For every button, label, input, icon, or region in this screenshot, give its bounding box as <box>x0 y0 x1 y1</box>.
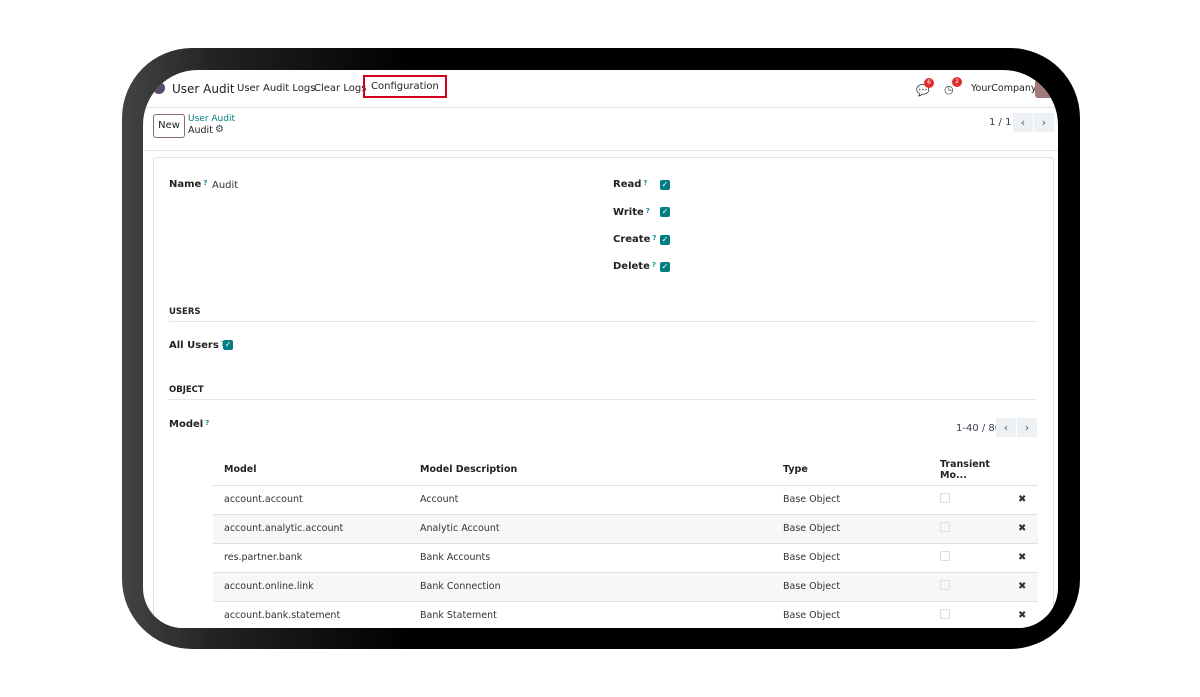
record-pager: 1 / 1 <box>989 117 1012 128</box>
write-checkbox[interactable]: ✓ <box>660 207 670 217</box>
messages-icon[interactable]: 💬 6 <box>916 78 934 97</box>
delete-checkbox[interactable]: ✓ <box>660 262 670 272</box>
object-section-title: OBJECT <box>169 385 1037 400</box>
menu-user-audit-logs[interactable]: User Audit Logs <box>237 83 316 94</box>
cell-model: res.partner.bank <box>213 542 420 572</box>
cell-description: Bank Statement <box>420 600 783 628</box>
name-field[interactable]: Audit <box>212 180 239 191</box>
cell-description: Analytic Account <box>420 513 783 543</box>
delete-row-icon[interactable]: ✖ <box>1018 600 1038 628</box>
model-table: Model Model Description Type Transient M… <box>213 455 1038 628</box>
col-transient[interactable]: Transient Mo... <box>940 458 990 481</box>
cell-type: Base Object <box>783 484 940 514</box>
table-row[interactable]: account.bank.statement Bank Statement Base… <box>213 600 1038 628</box>
delete-row-icon[interactable]: ✖ <box>1018 571 1038 601</box>
delete-row-icon[interactable]: ✖ <box>1018 542 1038 572</box>
divider <box>143 150 1058 151</box>
cell-model: account.online.link <box>213 571 420 601</box>
prev-icon[interactable]: ‹ <box>1013 113 1033 132</box>
model-pager: 1-40 / 80 <box>956 423 1002 434</box>
cell-model: account.account <box>213 484 420 514</box>
help-icon[interactable]: ? <box>221 340 225 348</box>
col-type[interactable]: Type <box>783 464 808 476</box>
users-section-title: USERS <box>169 307 1037 322</box>
cell-type: Base Object <box>783 513 940 543</box>
cell-description: Bank Connection <box>420 571 783 601</box>
table-row[interactable]: account.account Account Base Object ✖ <box>213 484 1038 514</box>
help-icon[interactable]: ? <box>643 179 648 187</box>
read-label: Read <box>613 179 642 190</box>
company-switcher[interactable]: YourCompany <box>971 83 1037 94</box>
screen: User Audit User Audit Logs Clear Logs Co… <box>143 70 1058 628</box>
transient-checkbox[interactable] <box>940 609 950 620</box>
app-title[interactable]: User Audit <box>172 82 235 96</box>
top-navbar: User Audit User Audit Logs Clear Logs Co… <box>143 70 1058 108</box>
model-label: Model <box>169 419 204 430</box>
help-icon[interactable]: ? <box>652 234 657 242</box>
cell-type: Base Object <box>783 600 940 628</box>
delete-label: Delete <box>613 261 650 272</box>
col-model[interactable]: Model <box>224 464 257 476</box>
model-pager-controls: ‹ › <box>996 418 1037 437</box>
cell-type: Base Object <box>783 542 940 572</box>
table-row[interactable]: res.partner.bank Bank Accounts Base Object… <box>213 542 1038 572</box>
cell-description: Account <box>420 484 783 514</box>
transient-checkbox[interactable] <box>940 580 950 590</box>
cell-model: account.bank.statement <box>213 600 420 628</box>
create-label: Create <box>613 234 651 245</box>
create-checkbox[interactable]: ✓ <box>660 235 670 245</box>
delete-row-icon[interactable]: ✖ <box>1018 484 1038 514</box>
transient-checkbox[interactable] <box>940 493 950 503</box>
next-icon[interactable]: › <box>1017 418 1037 437</box>
help-icon[interactable]: ? <box>645 207 650 215</box>
table-row[interactable]: account.online.link Bank Connection Base O… <box>213 571 1038 601</box>
col-description[interactable]: Model Description <box>420 464 518 476</box>
app-icon <box>153 82 165 94</box>
read-checkbox[interactable]: ✓ <box>660 180 670 190</box>
form-sheet: Name? Audit Read? ✓ Write? ✓ Create? ✓ D… <box>153 157 1054 628</box>
breadcrumb-current: Audit <box>188 125 213 136</box>
menu-clear-logs[interactable]: Clear Logs <box>314 83 367 94</box>
table-row[interactable]: account.analytic.account Analytic Account… <box>213 513 1038 543</box>
cell-description: Bank Accounts <box>420 542 783 572</box>
transient-checkbox[interactable] <box>940 551 950 561</box>
all-users-checkbox[interactable]: ✓ <box>223 340 233 350</box>
cell-type: Base Object <box>783 571 940 601</box>
menu-configuration[interactable]: Configuration <box>363 75 447 98</box>
messages-badge: 6 <box>924 78 934 88</box>
transient-checkbox[interactable] <box>940 522 950 532</box>
write-label: Write <box>613 207 644 218</box>
pager-controls: ‹ › <box>1013 113 1054 132</box>
help-icon[interactable]: ? <box>205 419 210 427</box>
help-icon[interactable]: ? <box>203 179 208 187</box>
breadcrumb-parent[interactable]: User Audit <box>188 114 235 124</box>
user-avatar[interactable] <box>1035 80 1053 98</box>
activities-badge: 2 <box>952 77 962 87</box>
prev-icon[interactable]: ‹ <box>996 418 1016 437</box>
delete-row-icon[interactable]: ✖ <box>1018 513 1038 543</box>
cell-model: account.analytic.account <box>213 513 420 543</box>
name-label: Name? <box>169 179 208 190</box>
next-icon[interactable]: › <box>1034 113 1054 132</box>
activities-icon[interactable]: ◷ 2 <box>944 77 962 96</box>
new-button[interactable]: New <box>153 114 185 138</box>
all-users-label: All Users <box>169 340 219 351</box>
gear-icon[interactable]: ⚙ <box>215 124 224 135</box>
help-icon[interactable]: ? <box>651 261 656 269</box>
